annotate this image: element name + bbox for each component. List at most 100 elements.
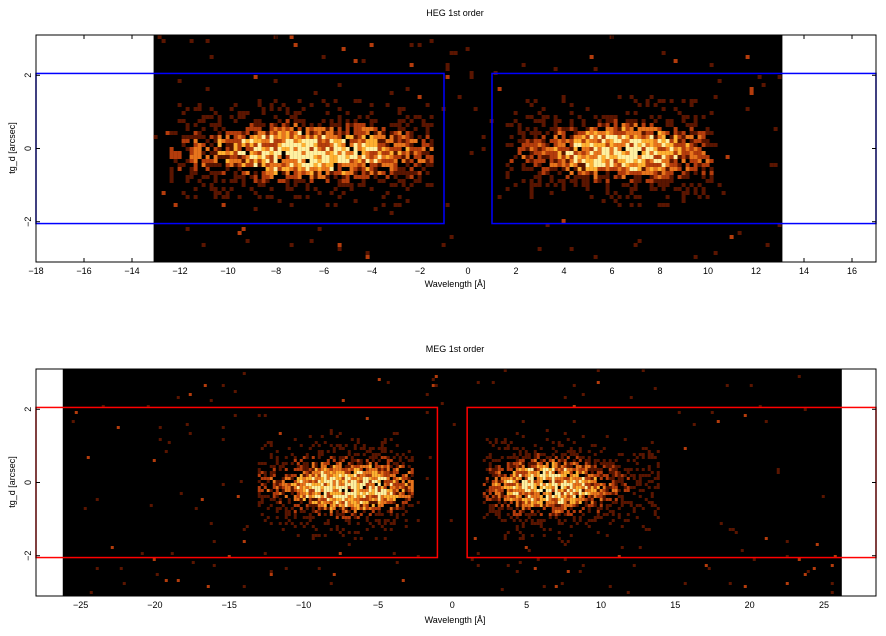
meg-heatmap-cell — [209, 399, 213, 402]
heg-heatmap-cell — [629, 163, 634, 167]
meg-heatmap-cell — [620, 504, 624, 507]
meg-heatmap-cell — [584, 480, 588, 483]
meg-heatmap-cell — [638, 546, 642, 549]
meg-heatmap-cell — [332, 474, 336, 477]
meg-heatmap-cell — [305, 522, 309, 525]
heg-heatmap-cell — [685, 151, 690, 155]
heg-heatmap-cell — [561, 151, 566, 155]
meg-heatmap-cell — [353, 537, 357, 540]
meg-heatmap-cell — [650, 495, 654, 498]
meg-heatmap-cell — [587, 504, 591, 507]
meg-heatmap-cell — [512, 483, 516, 486]
meg-heatmap-cell — [323, 492, 327, 495]
heg-heatmap-cell — [701, 171, 706, 175]
heg-heatmap-cell — [525, 127, 530, 131]
heg-heatmap-cell — [613, 155, 618, 159]
heg-heatmap-cell — [305, 147, 310, 151]
meg-heatmap-cell — [530, 519, 534, 522]
heg-heatmap-cell — [601, 167, 606, 171]
meg-heatmap-cell — [569, 501, 573, 504]
meg-heatmap-cell — [329, 468, 333, 471]
meg-heatmap-cell — [521, 468, 525, 471]
meg-heatmap-cell — [410, 495, 414, 498]
meg-heatmap-cell — [563, 477, 567, 480]
heg-heatmap-cell — [325, 147, 330, 151]
heg-heatmap-cell — [589, 155, 594, 159]
meg-heatmap-cell — [269, 570, 273, 573]
heg-heatmap-cell — [369, 187, 374, 191]
heg-heatmap-cell — [221, 155, 226, 159]
meg-heatmap-cell — [260, 462, 264, 465]
meg-heatmap-cell — [383, 480, 387, 483]
heg-heatmap-cell — [397, 151, 402, 155]
heg-heatmap-cell — [229, 155, 234, 159]
heg-heatmap-cell — [241, 179, 246, 183]
meg-heatmap-cell — [560, 477, 564, 480]
heg-heatmap-cell — [601, 159, 606, 163]
meg-heatmap-cell — [347, 480, 351, 483]
meg-heatmap-cell — [605, 492, 609, 495]
heg-heatmap-cell — [205, 87, 210, 91]
meg-heatmap-cell — [596, 474, 600, 477]
meg-heatmap-cell — [542, 498, 546, 501]
heg-heatmap-cell — [337, 83, 342, 87]
heg-heatmap-cell — [205, 155, 210, 159]
heg-heatmap-cell — [189, 175, 194, 179]
meg-heatmap-cell — [332, 498, 336, 501]
heg-heatmap-cell — [397, 127, 402, 131]
heg-heatmap-cell — [241, 175, 246, 179]
meg-heatmap-cell — [314, 504, 318, 507]
heg-heatmap-cell — [253, 143, 258, 147]
meg-heatmap-cell — [578, 483, 582, 486]
heg-heatmap-cell — [629, 179, 634, 183]
meg-heatmap-cell — [596, 513, 600, 516]
heg-heatmap-cell — [401, 167, 406, 171]
heg-heatmap-cell — [601, 175, 606, 179]
meg-heatmap-cell — [350, 498, 354, 501]
heg-heatmap-cell — [641, 127, 646, 131]
meg-heatmap-cell — [548, 516, 552, 519]
meg-heatmap-cell — [596, 459, 600, 462]
meg-heatmap-cell — [692, 423, 696, 426]
heg-heatmap-cell — [193, 143, 198, 147]
heg-heatmap-cell — [301, 139, 306, 143]
heg-heatmap-cell — [365, 155, 370, 159]
meg-heatmap-cell — [590, 498, 594, 501]
meg-heatmap-cell — [275, 459, 279, 462]
heg-heatmap-cell — [513, 119, 518, 123]
meg-heatmap-cell — [548, 489, 552, 492]
meg-heatmap-cell — [539, 468, 543, 471]
meg-heatmap-cell — [593, 489, 597, 492]
meg-heatmap-cell — [377, 459, 381, 462]
meg-heatmap-cell — [449, 519, 453, 522]
meg-heatmap-cell — [359, 495, 363, 498]
meg-heatmap-cell — [551, 462, 555, 465]
heg-heatmap-cell — [653, 135, 658, 139]
meg-heatmap-cell — [545, 492, 549, 495]
heg-heatmap-cell — [709, 167, 714, 171]
meg-heatmap-cell — [632, 459, 636, 462]
heg-heatmap-cell — [681, 135, 686, 139]
heg-heatmap-cell — [677, 135, 682, 139]
heg-heatmap-cell — [177, 119, 182, 123]
heg-heatmap-cell — [541, 115, 546, 119]
heg-heatmap-cell — [393, 155, 398, 159]
meg-heatmap-cell — [299, 501, 303, 504]
meg-heatmap-cell — [332, 483, 336, 486]
meg-heatmap-cell — [650, 456, 654, 459]
meg-heatmap-cell — [521, 480, 525, 483]
meg-heatmap-cell — [293, 489, 297, 492]
meg-heatmap-cell — [560, 474, 564, 477]
meg-heatmap-cell — [518, 462, 522, 465]
meg-heatmap-cell — [497, 513, 501, 516]
meg-heatmap-cell — [377, 501, 381, 504]
meg-heatmap-cell — [614, 501, 618, 504]
heg-heatmap-cell — [289, 151, 294, 155]
heg-heatmap-cell — [629, 95, 634, 99]
meg-heatmap-cell — [368, 465, 372, 468]
heg-heatmap-cell — [297, 179, 302, 183]
heg-heatmap-cell — [545, 143, 550, 147]
heg-heatmap-cell — [273, 167, 278, 171]
meg-heatmap-cell — [527, 504, 531, 507]
meg-heatmap-cell — [407, 465, 411, 468]
